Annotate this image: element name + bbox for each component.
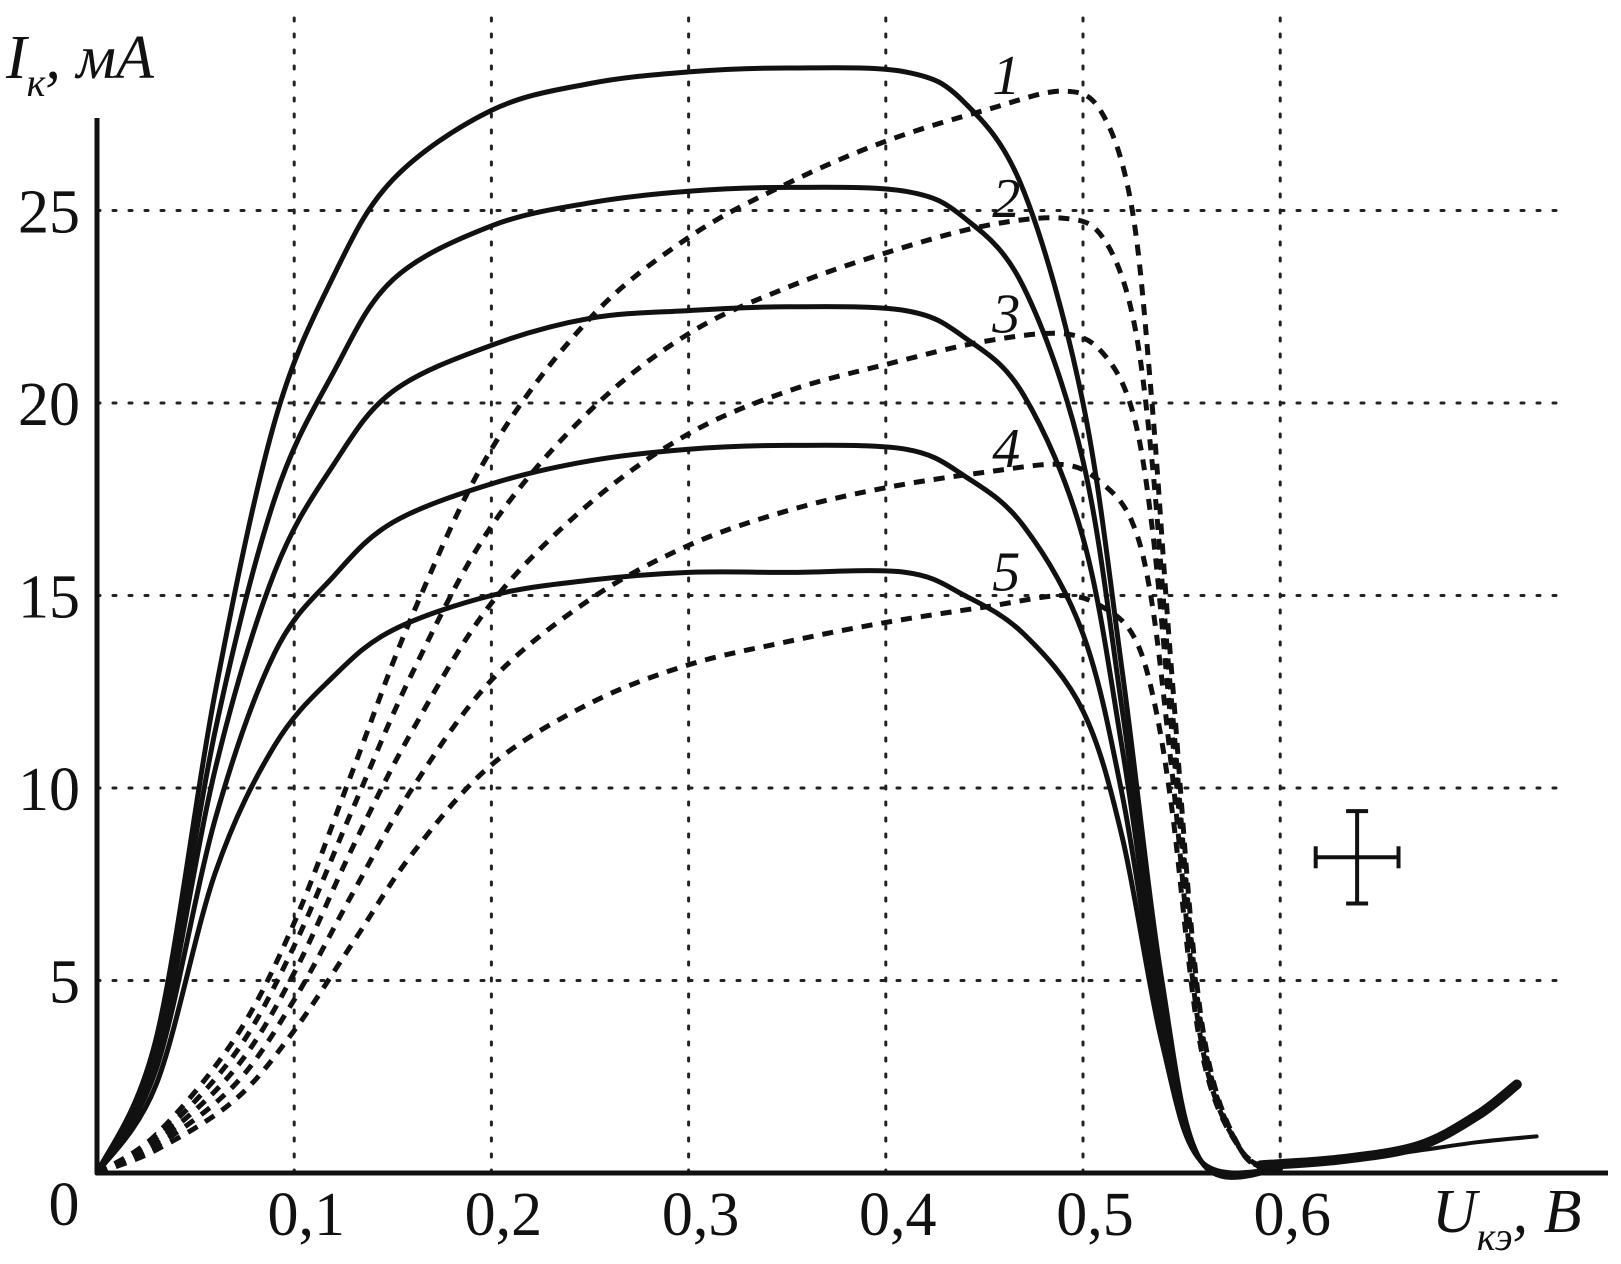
x-tick-label: 0,5 [1056, 1181, 1134, 1249]
curve-dashed-1 [95, 88, 1282, 1176]
curve-dashed-5 [96, 592, 1282, 1176]
curve-solid-1 [94, 65, 1283, 1180]
curve-solid-2 [94, 184, 1283, 1179]
curve-label: 2 [992, 168, 1020, 230]
x-tick-labels: 0,1 0,2 0,3 0,4 0,5 0,6 [267, 1181, 1331, 1249]
x-tick-label: 0,4 [859, 1181, 937, 1249]
curve-label: 1 [992, 45, 1020, 107]
error-bar [1313, 809, 1401, 906]
y-axis-label: Iк, мА [5, 24, 155, 105]
y-tick-label: 5 [49, 949, 80, 1017]
x-axis-label-unit: , В [1513, 1178, 1582, 1246]
x-tick-label: 0,2 [465, 1181, 543, 1249]
grid [95, 6, 1566, 1175]
curve-labels: 1 2 3 4 5 [991, 45, 1020, 604]
y-tick-label: 25 [18, 179, 80, 247]
x-tick-label: 0,6 [1253, 1181, 1331, 1249]
axes [94, 118, 1608, 1176]
y-tick-label: 10 [18, 756, 80, 824]
y-tick-labels: 5 10 15 20 25 [18, 179, 80, 1017]
series [94, 65, 1283, 1180]
curve-label: 5 [992, 541, 1020, 603]
y-tick-label: 15 [18, 564, 80, 632]
y-axis-label-unit: , мА [45, 24, 155, 92]
y-axis-label-main: I [5, 24, 30, 92]
x-tick-label: 0,1 [267, 1181, 345, 1249]
curve-dashed-2 [95, 215, 1282, 1176]
x-axis-label-main: U [1432, 1178, 1481, 1246]
y-axis-label-sub: к [27, 60, 46, 105]
curve-solid-5 [94, 568, 1283, 1176]
curve-solid-3 [94, 304, 1283, 1178]
tail-curve-thin [1258, 1134, 1539, 1168]
curve-label: 3 [991, 283, 1020, 345]
curve-dashed-4 [95, 461, 1282, 1176]
curve-solid-4 [94, 442, 1283, 1177]
curve-dashed-3 [95, 330, 1282, 1176]
x-axis-label-sub: кэ [1477, 1214, 1513, 1259]
x-tick-label: 0,3 [662, 1181, 740, 1249]
x-axis-label: Uкэ, В [1432, 1178, 1581, 1259]
tail-curves [1255, 1079, 1539, 1171]
curve-label: 4 [992, 418, 1020, 480]
origin-label: 0 [49, 1171, 80, 1239]
y-tick-label: 20 [18, 371, 80, 439]
